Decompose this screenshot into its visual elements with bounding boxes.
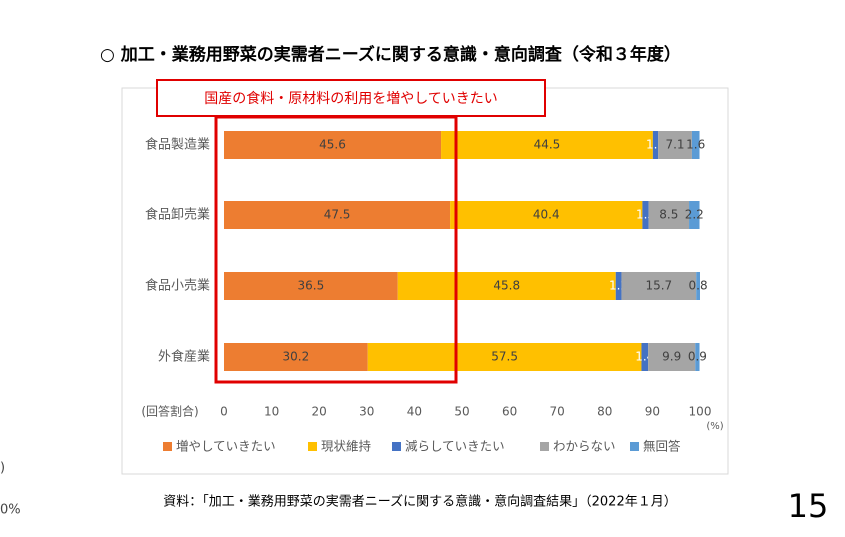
- bar-segment: [691, 131, 700, 159]
- legend-swatch: [308, 442, 317, 451]
- legend-label: 現状維持: [321, 439, 371, 454]
- value-label: 0.9: [688, 350, 707, 364]
- x-tick-label: 20: [312, 405, 327, 419]
- bar-segment: [689, 201, 700, 229]
- value-label: 8.5: [659, 208, 678, 222]
- x-tick-label: 30: [359, 405, 374, 419]
- x-tick-label: 10: [264, 405, 279, 419]
- bar-segment: [695, 343, 700, 371]
- highlight-box: [214, 115, 458, 384]
- bar-segment: [224, 272, 398, 300]
- bar-segment: [648, 201, 690, 229]
- value-label: 0.8: [689, 279, 708, 293]
- x-tick-label: 40: [407, 405, 422, 419]
- category-label: 食品製造業: [145, 137, 210, 153]
- bar-segment: [441, 131, 653, 159]
- category-label: 食品小売業: [145, 278, 210, 294]
- bar-segment: [367, 343, 642, 371]
- x-tick-label: 80: [597, 405, 612, 419]
- side-fragment: ): [0, 461, 5, 476]
- value-label: 40.4: [533, 208, 560, 222]
- value-label: 45.6: [319, 138, 346, 152]
- legend-swatch: [540, 442, 549, 451]
- bar-segment: [224, 131, 442, 159]
- value-label: 47.5: [324, 208, 351, 222]
- category-label: 食品卸売業: [145, 207, 210, 223]
- legend-swatch: [630, 442, 639, 451]
- value-label: 1.6: [686, 138, 705, 152]
- value-label: 7.1: [665, 138, 684, 152]
- x-tick-label: 70: [550, 405, 565, 419]
- legend-swatch: [392, 442, 401, 451]
- value-label: 2.2: [685, 208, 704, 222]
- category-label: 外食産業: [158, 349, 210, 365]
- legend-label: 無回答: [643, 439, 681, 454]
- bar-segment: [642, 201, 649, 229]
- value-label: 45.8: [493, 279, 520, 293]
- value-label: 57.5: [491, 350, 518, 364]
- bar-segment: [648, 343, 696, 371]
- bar-segment: [224, 343, 368, 371]
- value-label: 44.5: [534, 138, 561, 152]
- x-tick-label: 60: [502, 405, 517, 419]
- legend-label: 増やしていきたい: [176, 439, 276, 454]
- x-tick-label: 90: [645, 405, 660, 419]
- value-label: 36.5: [298, 279, 325, 293]
- bar-segment: [450, 201, 643, 229]
- legend-swatch: [163, 442, 172, 451]
- side-fragment: 0%: [0, 503, 21, 518]
- x-axis-label: (回答割合): [141, 404, 198, 419]
- bar-segment: [658, 131, 692, 159]
- x-tick-label: 100: [689, 405, 712, 419]
- annotation-box: [156, 79, 546, 117]
- bar-segment: [652, 131, 659, 159]
- x-tick-label: 0: [220, 405, 228, 419]
- page-number: 15: [788, 487, 829, 525]
- value-label: 30.2: [283, 350, 310, 364]
- bar-segment: [696, 272, 700, 300]
- value-label: 15.7: [645, 279, 672, 293]
- bar-segment: [615, 272, 622, 300]
- slide-title: ○ 加工・業務用野菜の実需者ニーズに関する意識・意向調査（令和３年度）: [100, 44, 681, 65]
- legend-label: 減らしていきたい: [405, 439, 505, 454]
- bar-segment: [621, 272, 697, 300]
- x-tick-label: 50: [454, 405, 469, 419]
- annotation: 国産の食料・原材料の利用を増やしていきたい: [204, 90, 498, 107]
- bar-segment: [641, 343, 649, 371]
- bar-segment: [224, 201, 451, 229]
- legend-label: わからない: [553, 439, 616, 454]
- value-label: 9.9: [662, 350, 681, 364]
- unit-label: (%): [706, 421, 723, 432]
- bar-segment: [397, 272, 616, 300]
- source: 資料：「加工・業務用野菜の実需者ニーズに関する意識・意向調査結果」（2022年１…: [163, 494, 676, 510]
